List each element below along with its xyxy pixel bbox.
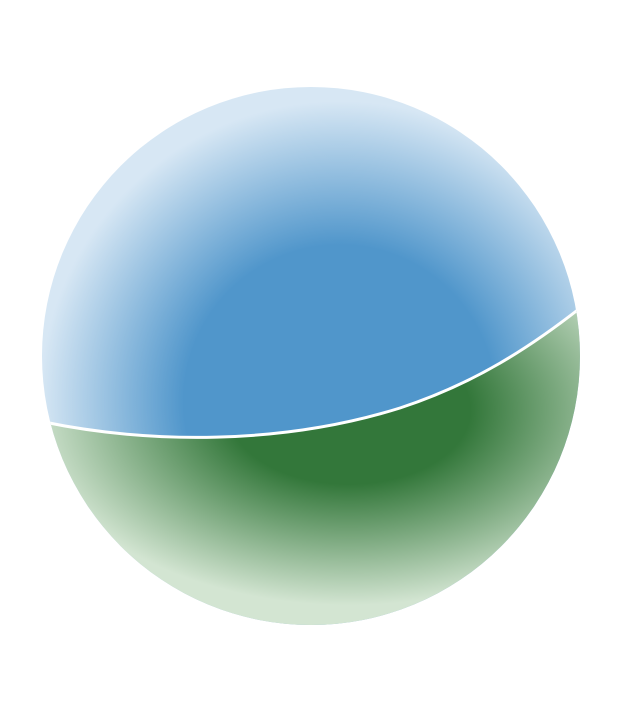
curved-divider-line bbox=[42, 290, 580, 439]
sphere-body bbox=[42, 87, 580, 625]
lower-green-region bbox=[42, 292, 580, 625]
